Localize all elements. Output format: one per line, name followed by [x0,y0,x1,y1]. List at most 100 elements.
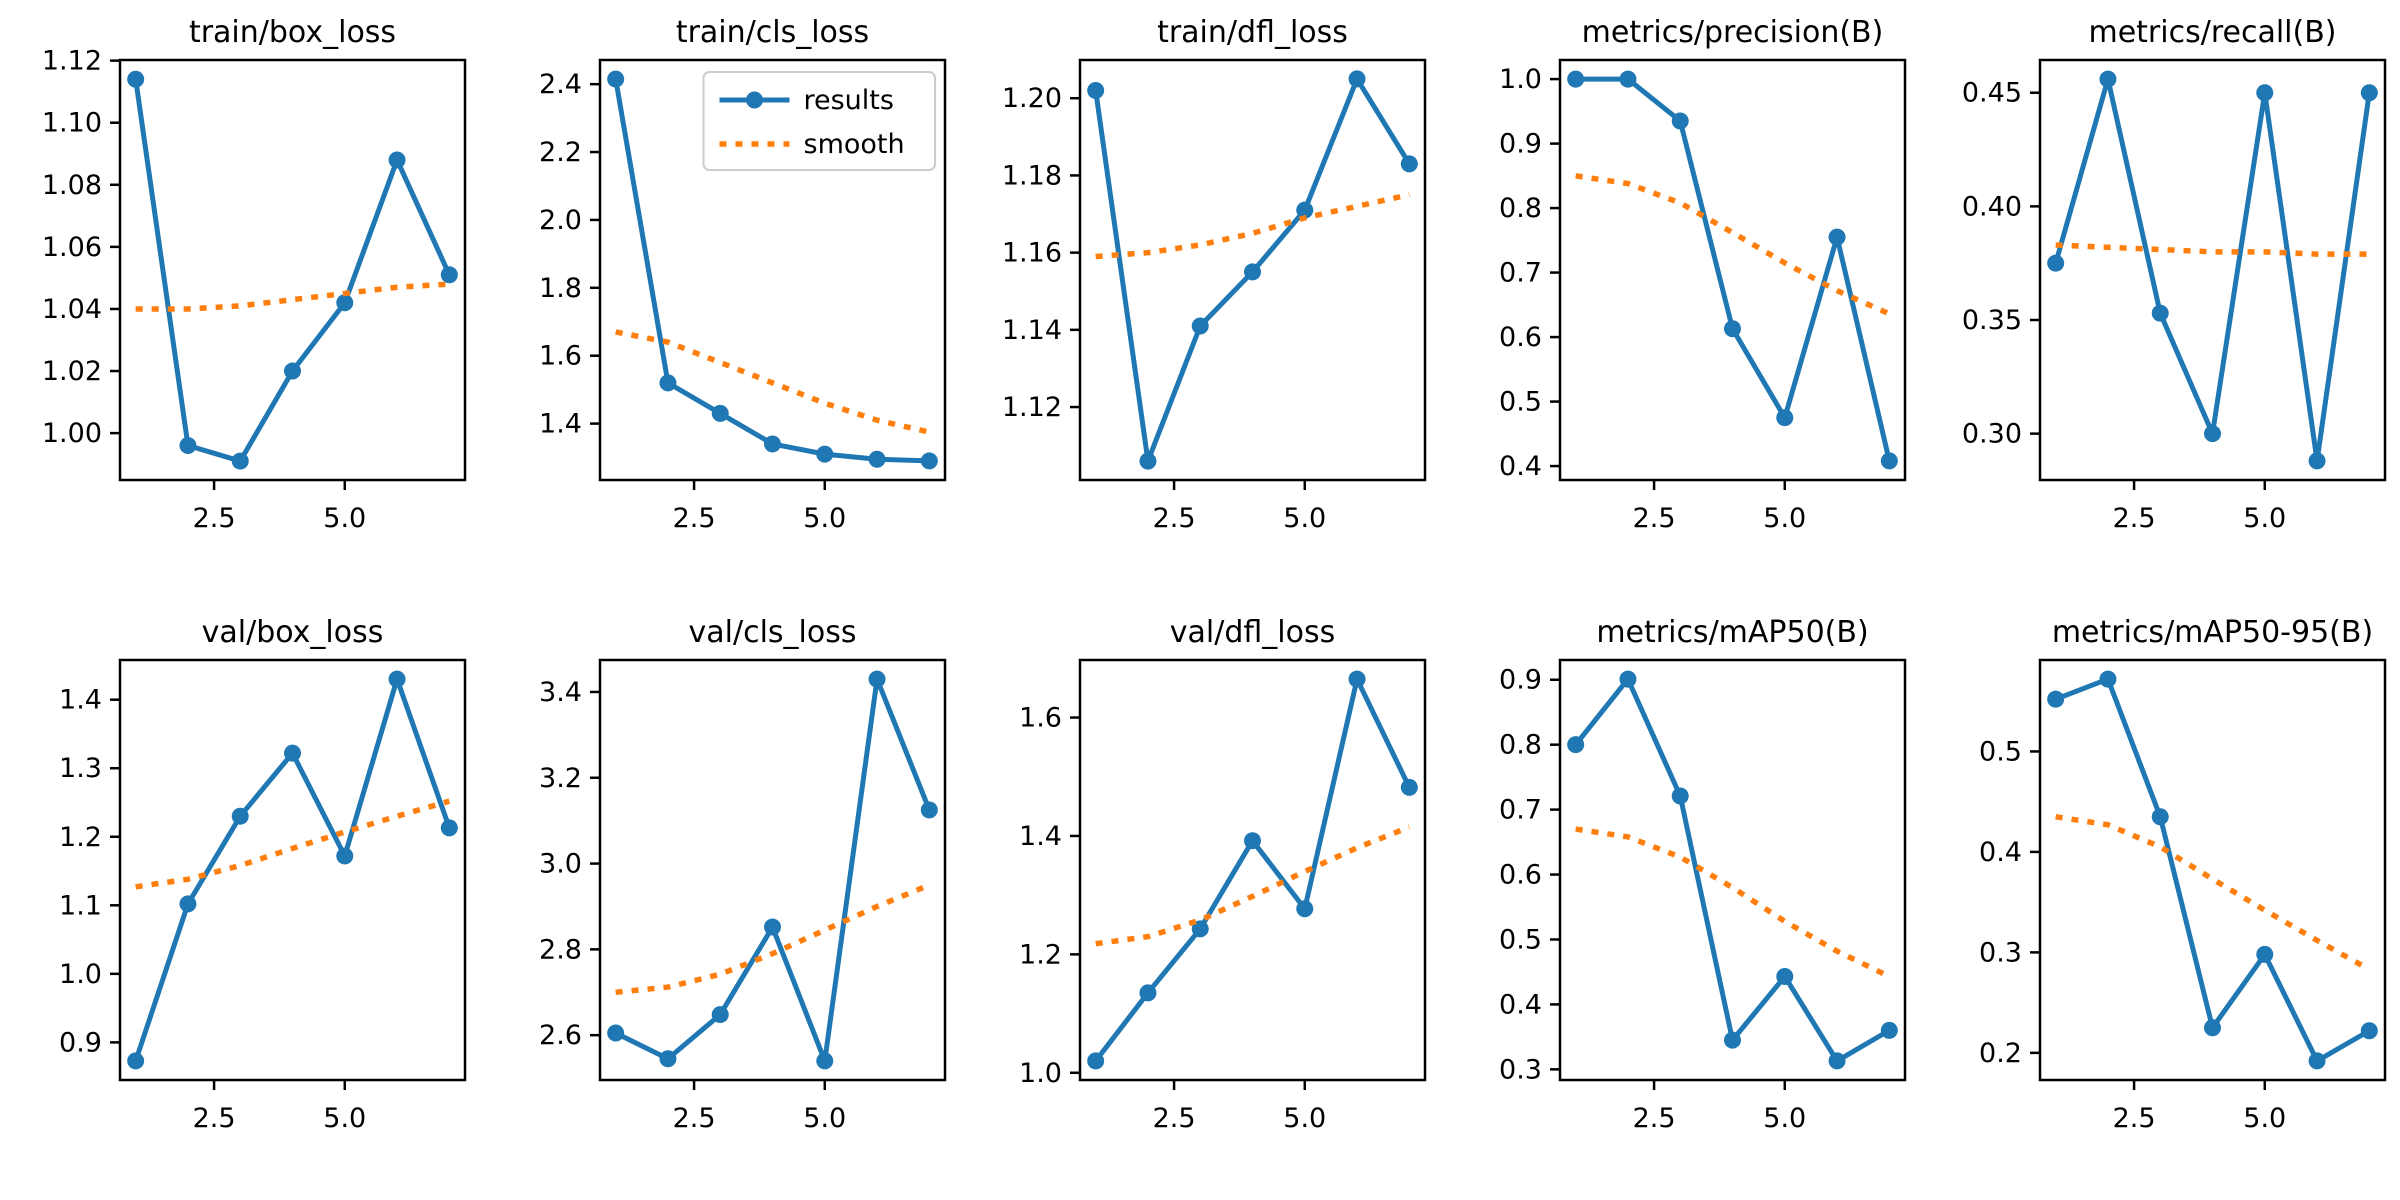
data-point-marker [1139,984,1157,1002]
data-point-marker [2308,452,2326,470]
data-point-marker [127,1052,145,1070]
y-tick-label: 0.30 [1962,419,2022,450]
y-tick-label: 0.8 [1499,193,1542,224]
data-point-marker [1880,452,1898,470]
y-tick-label: 1.0 [1019,1058,1062,1089]
y-tick-label: 0.2 [1979,1038,2022,1069]
axes-spines [1078,58,1427,482]
plot-title: val/cls_loss [689,615,857,650]
y-tick-label: 0.4 [1499,451,1542,482]
data-point-marker [1828,228,1846,246]
data-point-marker [1244,263,1261,281]
smooth-line [1095,824,1411,947]
data-point-marker [2256,945,2274,963]
data-point-marker [711,1006,729,1024]
data-point-marker [1191,920,1209,938]
y-tick-label: 0.3 [1979,937,2022,968]
data-point-marker [868,670,886,688]
data-point-marker [231,452,249,470]
axes-spines [2038,58,2387,482]
y-tick-label: 0.7 [1499,258,1542,289]
y-tick-label: 3.2 [539,763,582,794]
y-tick-label: 1.3 [59,753,102,784]
data-point-marker [1671,112,1689,130]
y-tick-label: 0.35 [1962,305,2022,336]
subplot-metrics-precision-b: metrics/precision(B) 0.4 0.5 0.6 0.7 0.8 0.9 1.… [1499,15,1907,534]
y-tick-label: 1.2 [1019,939,1062,970]
y-tick-label: 1.0 [59,959,102,990]
data-point-marker [336,847,354,865]
data-point-marker [1296,201,1314,219]
data-point-marker [2360,1022,2378,1040]
y-tick-label: 1.12 [42,46,102,77]
data-point-marker [1139,452,1157,470]
x-tick-label: 5.0 [1763,503,1806,534]
y-tick-label: 1.4 [59,685,102,716]
data-point-marker [816,1052,834,1070]
data-point-marker [2204,425,2221,443]
data-point-marker [1567,70,1585,88]
smooth-line [135,281,450,312]
data-point-marker [284,362,301,380]
data-point-marker [659,1050,677,1068]
x-tick-label: 5.0 [1283,1103,1326,1134]
y-tick-label: 1.12 [1002,392,1062,423]
y-tick-label: 1.14 [1002,315,1062,346]
data-point-marker [607,1024,625,1042]
data-point-marker [127,70,145,88]
plot-title: train/box_loss [189,15,396,50]
data-point-marker [1671,787,1689,805]
x-tick-label: 5.0 [2243,503,2286,534]
x-tick-label: 5.0 [1763,1103,1806,1134]
data-point-marker [2099,670,2117,688]
data-point-marker [1776,967,1794,985]
x-tick-label: 2.5 [193,1103,236,1134]
data-point-marker [1724,320,1741,338]
data-point-marker [1776,409,1794,427]
y-tick-label: 3.4 [539,677,582,708]
axes-spines [2038,658,2387,1082]
y-tick-label: 0.9 [1499,129,1542,160]
results-line [2053,76,2372,464]
y-tick-label: 0.4 [1979,837,2022,868]
data-point-marker [2204,1019,2221,1037]
axes-spines [1078,658,1427,1082]
y-tick-label: 1.02 [42,356,102,387]
results-line [613,676,932,1064]
data-point-marker [179,895,197,913]
x-tick-label: 2.5 [1153,503,1196,534]
data-point-marker [1724,1031,1741,1049]
data-point-marker [1191,317,1209,335]
y-tick-label: 2.0 [539,205,582,236]
data-point-marker [440,819,458,837]
smooth-line [615,882,931,996]
plot-title: val/box_loss [202,615,384,650]
data-point-marker [2047,690,2065,708]
smooth-line [2055,814,2371,972]
y-tick-label: 2.8 [539,934,582,965]
x-tick-label: 2.5 [193,503,236,534]
data-point-marker [1619,670,1637,688]
smooth-line [1095,192,1410,260]
data-point-marker [2308,1052,2326,1070]
y-tick-label: 0.5 [1499,924,1542,955]
y-tick-label: 0.6 [1499,322,1542,353]
plot-title: train/dfl_loss [1157,15,1348,50]
data-point-marker [1400,155,1418,173]
data-point-marker [1348,70,1366,88]
data-point-marker [179,437,197,455]
legend-results-label: results [804,85,894,116]
y-tick-label: 0.9 [1499,665,1542,696]
data-point-marker [388,670,406,688]
data-point-marker [1880,1021,1898,1039]
y-tick-label: 0.5 [1979,736,2022,767]
subplot-metrics-map50-95-b: metrics/mAP50-95(B) 0.2 0.3 0.4 0.5 2.5 5.0 [1979,615,2387,1134]
data-point-marker [920,452,938,470]
y-tick-label: 2.6 [539,1020,582,1051]
x-tick-label: 5.0 [323,503,366,534]
data-point-marker [1087,81,1105,99]
subplot-metrics-recall-b: metrics/recall(B) 0.30 0.35 0.40 0.45 2.5 5.0 [1962,15,2387,534]
y-tick-label: 1.6 [539,341,582,372]
y-tick-label: 1.1 [59,890,102,921]
y-tick-label: 0.3 [1499,1054,1542,1085]
